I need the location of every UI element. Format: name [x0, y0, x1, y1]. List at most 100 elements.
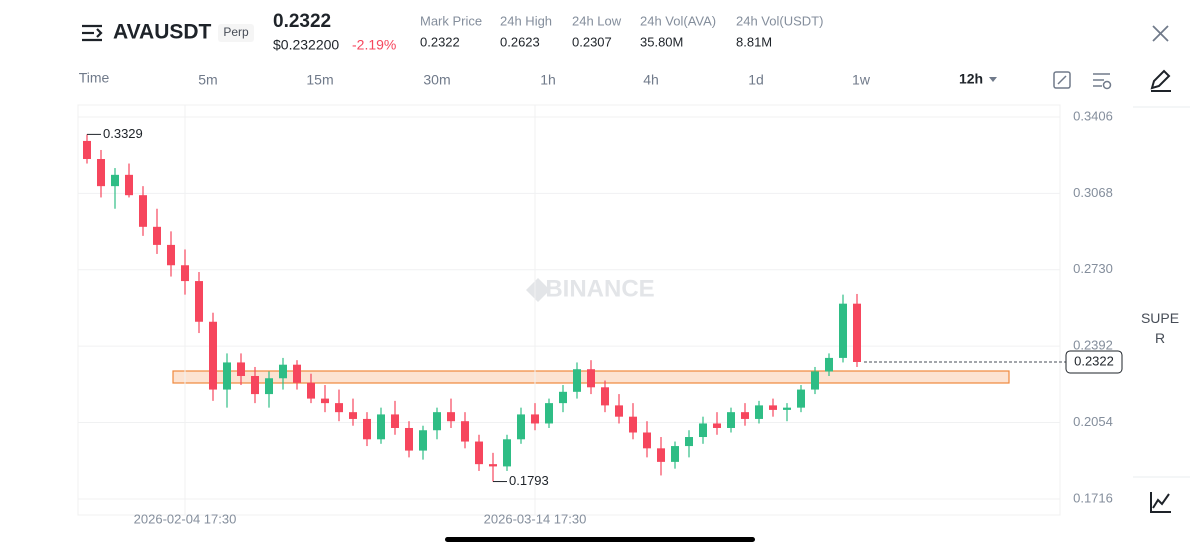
interval[interactable]: 5m [198, 72, 217, 88]
caret [989, 77, 997, 82]
change: -2.19% [352, 37, 396, 53]
candle-body [97, 159, 105, 187]
candle-body [167, 244, 175, 266]
fullscreen-icon[interactable] [1053, 71, 1071, 89]
candle-body [307, 382, 315, 399]
candle-body [125, 174, 133, 196]
stat-label: 24h High [500, 13, 552, 28]
back-icon[interactable] [82, 24, 103, 42]
candle-body [209, 321, 217, 390]
candle-body [727, 412, 735, 428]
candle-body [489, 464, 497, 467]
candle-body [685, 437, 693, 447]
chart-type-icon[interactable] [1150, 492, 1171, 513]
candle-body [797, 389, 805, 408]
candle-body [517, 414, 525, 440]
watermark: BINANCE [545, 275, 654, 302]
toolbar: Time 5m 15m 30m 1h 4h 1d 1w [79, 70, 871, 88]
interval[interactable]: 15m [306, 72, 333, 88]
candle-body [615, 405, 623, 417]
candle-body [181, 265, 189, 282]
close-icon[interactable] [1152, 25, 1169, 42]
candle-body [657, 448, 665, 462]
price-tag-label: 0.2322 [1074, 353, 1114, 368]
candle-body [195, 281, 203, 322]
interval[interactable]: 1d [748, 72, 764, 88]
candle-body [335, 403, 343, 413]
x-tick-label: 2026-02-04 17:30 [134, 511, 237, 526]
y-tick-label: 0.1716 [1073, 490, 1113, 505]
candle-body [839, 303, 847, 358]
candle-body [769, 405, 777, 410]
y-tick-label: 0.3406 [1073, 108, 1113, 123]
candle-body [83, 140, 91, 160]
watermark-logo [526, 278, 550, 302]
interval[interactable]: 4h [643, 72, 659, 88]
badge: Perp [223, 25, 249, 39]
candle-body [699, 423, 707, 438]
stats: Mark Price 0.2322 24h High 0.2623 24h Low 0.2… [420, 13, 823, 49]
candle-body [223, 362, 231, 390]
candle-body [811, 371, 819, 390]
stat-value: 0.2322 [420, 34, 460, 49]
candle-body [825, 357, 833, 372]
candle-body [391, 414, 399, 428]
symbol[interactable]: AVAUSDT [113, 21, 212, 44]
plot-frame [77, 104, 1061, 516]
candle-body [629, 416, 637, 433]
y-tick-label: 0.2054 [1073, 414, 1113, 429]
interval[interactable]: 1h [540, 72, 556, 88]
candle-body [377, 414, 385, 440]
candle-body [279, 364, 287, 379]
interval[interactable]: Time [79, 70, 110, 86]
candle-body [447, 412, 455, 422]
candle-body [111, 174, 119, 187]
candle-body [741, 412, 749, 419]
candle-body [419, 430, 427, 451]
candle-body [853, 303, 861, 362]
candle-body [475, 441, 483, 465]
candle-body [153, 226, 161, 245]
y-tick-label: 0.3068 [1073, 185, 1113, 200]
candle-body [265, 378, 273, 395]
candle-body [349, 412, 357, 419]
stat-label: Mark Price [420, 13, 482, 28]
y-tick-label: 0.2730 [1073, 261, 1113, 276]
candle-body [601, 387, 609, 406]
candle-body [503, 439, 511, 467]
max-label: 0.3329 [103, 126, 143, 141]
candle-body [363, 418, 371, 440]
usd-price: $0.232200 [273, 37, 339, 53]
interval[interactable]: 30m [423, 72, 450, 88]
candle-body [713, 423, 721, 428]
candle-body [433, 412, 441, 431]
candle-body [321, 398, 329, 404]
min-label: 0.1793 [509, 473, 549, 488]
candle-body [237, 362, 245, 376]
settings-icon[interactable] [1093, 73, 1112, 90]
draw-icon[interactable] [1150, 69, 1171, 92]
candle-body [783, 407, 791, 410]
candle-body [755, 405, 763, 419]
candle-body [643, 432, 651, 449]
candle-body [293, 364, 301, 383]
stat-label: 24h Vol(AVA) [640, 13, 716, 28]
candle-body [545, 403, 553, 424]
stat-value: 8.81M [736, 34, 772, 49]
interval[interactable]: 1w [852, 72, 871, 88]
stat-value: 35.80M [640, 34, 683, 49]
candle-body [139, 195, 147, 227]
candle-body [573, 369, 581, 392]
indicator[interactable]: SUPE R [1141, 310, 1179, 346]
candle-body [461, 421, 469, 442]
badge-bg [218, 24, 254, 42]
candle-body [587, 369, 595, 388]
y-tick-label: 0.2392 [1073, 338, 1113, 353]
active-interval[interactable]: 12h [959, 71, 983, 87]
indicators: SUPE R [1141, 310, 1179, 346]
candle-body [559, 391, 567, 404]
price-tag [1065, 350, 1123, 374]
last-price: 0.2322 [273, 11, 331, 32]
